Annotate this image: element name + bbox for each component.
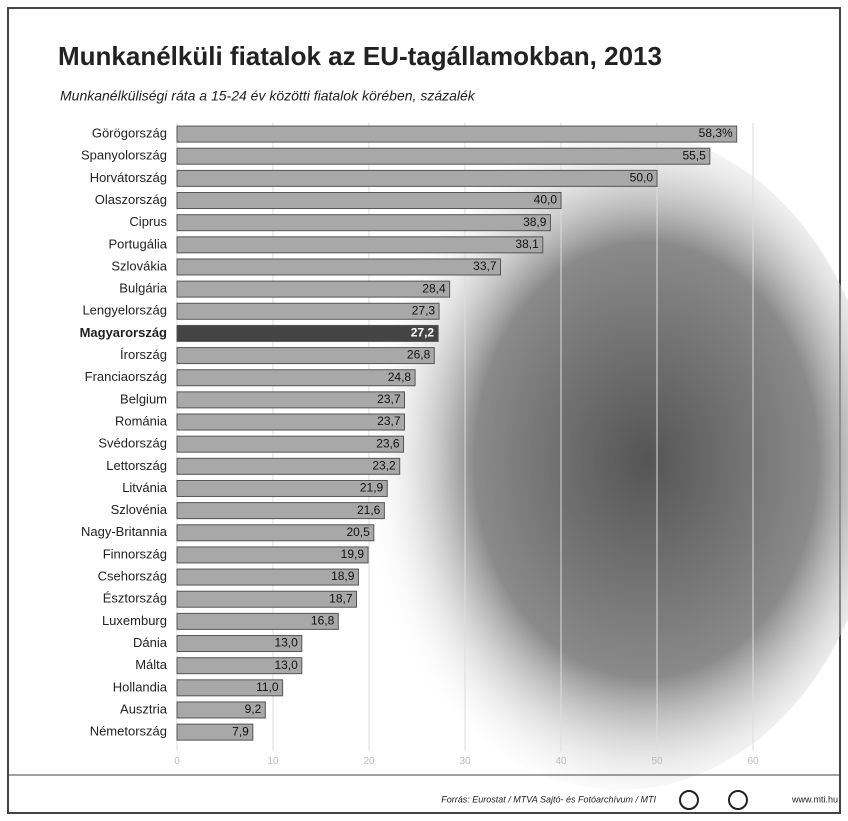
y-tick-label: Nagy-Britannia xyxy=(81,524,168,539)
x-tick-label: 40 xyxy=(555,756,567,767)
y-tick-label: Ciprus xyxy=(129,214,167,229)
value-label: 38,9 xyxy=(523,215,547,229)
x-tick-label: 10 xyxy=(267,756,279,767)
y-tick-label: Portugália xyxy=(108,236,167,251)
y-tick-label: Luxemburg xyxy=(102,613,167,628)
value-label: 26,8 xyxy=(407,348,431,362)
bar xyxy=(177,547,368,563)
value-label: 27,3 xyxy=(412,303,436,317)
url: www.mti.hu xyxy=(791,794,838,804)
bar xyxy=(177,458,400,474)
value-label: 55,5 xyxy=(682,148,706,162)
y-tick-label: Németország xyxy=(90,724,167,739)
y-tick-label: Csehország xyxy=(98,569,167,584)
y-tick-label: Finnország xyxy=(103,546,167,561)
y-tick-label: Bulgária xyxy=(119,281,167,296)
value-label: 23,2 xyxy=(372,458,396,472)
x-tick-label: 30 xyxy=(459,756,471,767)
bar xyxy=(177,503,384,519)
value-label: 24,8 xyxy=(388,370,412,384)
bar xyxy=(177,348,434,364)
value-label: 13,0 xyxy=(274,636,298,650)
value-label: 23,7 xyxy=(377,414,401,428)
y-tick-label: Szlovákia xyxy=(111,258,167,273)
bar xyxy=(177,193,561,209)
value-label: 18,9 xyxy=(331,569,355,583)
x-tick-label: 60 xyxy=(747,756,759,767)
x-tick-label: 50 xyxy=(651,756,663,767)
y-tick-label: Magyarország xyxy=(80,325,167,340)
bar xyxy=(177,370,415,386)
bar xyxy=(177,303,439,319)
value-label: 50,0 xyxy=(630,171,654,185)
value-label: 7,9 xyxy=(232,724,249,738)
y-tick-label: Románia xyxy=(115,413,168,428)
bar xyxy=(177,281,450,297)
y-tick-label: Horvátország xyxy=(90,170,167,185)
chart: Munkanélküli fiatalok az EU-tagállamokba… xyxy=(0,0,848,821)
bar xyxy=(177,259,501,275)
y-tick-label: Lettország xyxy=(106,458,167,473)
bar xyxy=(177,436,404,452)
logo xyxy=(729,791,747,809)
y-tick-label: Svédország xyxy=(98,436,167,451)
value-label: 28,4 xyxy=(422,281,446,295)
value-label: 21,9 xyxy=(360,481,384,495)
y-tick-label: Írország xyxy=(120,347,167,362)
source: Forrás: Eurostat / MTVA Sajtó- és Fotóar… xyxy=(441,794,656,804)
value-label: 19,9 xyxy=(341,547,365,561)
bar xyxy=(177,215,550,231)
bar xyxy=(177,480,387,496)
chart-title: Munkanélküli fiatalok az EU-tagállamokba… xyxy=(58,41,662,71)
y-tick-label: Málta xyxy=(135,657,168,672)
bar xyxy=(177,148,710,164)
value-label: 9,2 xyxy=(245,702,262,716)
bar xyxy=(177,414,405,430)
y-tick-label: Görögország xyxy=(92,126,167,141)
value-label: 40,0 xyxy=(534,193,558,207)
y-tick-label: Olaszország xyxy=(95,192,167,207)
value-label: 23,6 xyxy=(376,436,400,450)
logo xyxy=(680,791,698,809)
x-tick-label: 20 xyxy=(363,756,375,767)
chart-subtitle: Munkanélküliségi ráta a 15-24 év közötti… xyxy=(60,88,476,104)
y-tick-label: Belgium xyxy=(120,391,167,406)
value-label: 21,6 xyxy=(357,503,381,517)
y-tick-label: Franciaország xyxy=(85,369,167,384)
value-label: 11,0 xyxy=(256,680,279,694)
y-tick-label: Spanyolország xyxy=(81,148,167,163)
y-tick-label: Ausztria xyxy=(120,701,168,716)
value-label: 16,8 xyxy=(311,614,335,628)
value-label: 27,2 xyxy=(411,326,435,340)
x-tick-label: 0 xyxy=(174,756,180,767)
bar xyxy=(177,170,657,186)
value-label: 23,7 xyxy=(377,392,401,406)
bar xyxy=(177,525,374,541)
bar xyxy=(177,325,438,341)
value-label: 18,7 xyxy=(329,591,353,605)
value-label: 13,0 xyxy=(274,658,298,672)
value-label: 33,7 xyxy=(473,259,497,273)
y-tick-label: Litvánia xyxy=(122,480,168,495)
y-tick-label: Észtország xyxy=(103,591,167,606)
y-tick-label: Hollandia xyxy=(113,679,168,694)
value-label: 38,1 xyxy=(515,237,539,251)
value-label: 58,3% xyxy=(699,126,733,140)
bar xyxy=(177,126,737,142)
y-tick-label: Dánia xyxy=(133,635,168,650)
value-label: 20,5 xyxy=(346,525,370,539)
bar xyxy=(177,392,405,408)
y-tick-label: Lengyelország xyxy=(82,303,167,318)
bar xyxy=(177,237,543,253)
y-tick-label: Szlovénia xyxy=(111,502,168,517)
